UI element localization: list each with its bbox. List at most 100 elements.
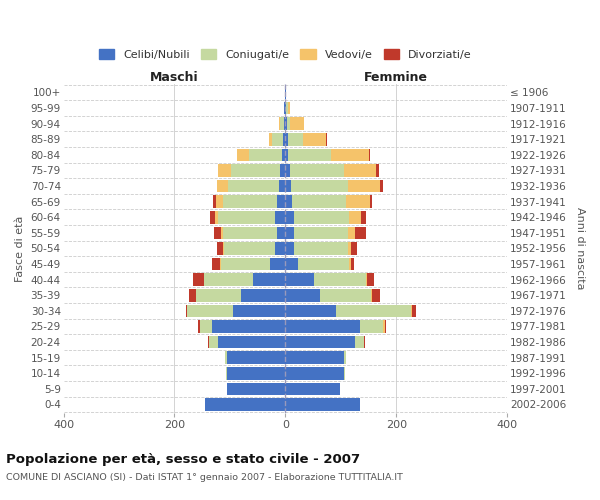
Bar [286,196,292,208]
Bar [360,320,383,332]
Bar [352,242,358,254]
Bar [286,336,355,348]
Bar [286,367,344,380]
Bar [287,118,290,130]
Bar [215,211,218,224]
Bar [383,320,385,332]
Bar [284,118,286,130]
Bar [351,258,354,270]
Y-axis label: Fasce di età: Fasce di età [15,216,25,282]
Bar [344,164,376,176]
Text: Maschi: Maschi [150,71,199,84]
Bar [221,226,223,239]
Bar [249,148,282,161]
Bar [286,164,290,176]
Bar [348,226,355,239]
Bar [282,148,286,161]
Bar [369,148,370,161]
Bar [236,148,249,161]
Bar [218,336,286,348]
Bar [348,180,380,192]
Bar [226,367,227,380]
Bar [241,289,286,302]
Bar [412,304,416,317]
Bar [226,352,227,364]
Text: COMUNE DI ASCIANO (SI) - Dati ISTAT 1° gennaio 2007 - Elaborazione TUTTITALIA.IT: COMUNE DI ASCIANO (SI) - Dati ISTAT 1° g… [6,472,403,482]
Bar [293,211,349,224]
Bar [286,289,320,302]
Bar [280,118,284,130]
Bar [355,336,364,348]
Bar [286,180,291,192]
Bar [411,304,412,317]
Y-axis label: Anni di nascita: Anni di nascita [575,207,585,290]
Bar [205,398,286,410]
Bar [326,133,327,145]
Bar [220,258,221,270]
Bar [275,211,286,224]
Bar [193,274,205,286]
Bar [286,352,344,364]
Bar [286,211,293,224]
Bar [337,304,411,317]
Bar [286,320,360,332]
Bar [348,242,352,254]
Bar [292,196,346,208]
Bar [290,118,304,130]
Bar [286,148,288,161]
Bar [286,382,340,395]
Bar [361,211,367,224]
Bar [277,226,286,239]
Bar [364,336,365,348]
Bar [287,102,290,115]
Bar [302,133,326,145]
Bar [286,242,293,254]
Bar [320,289,371,302]
Bar [286,226,293,239]
Bar [284,102,286,115]
Bar [344,367,345,380]
Bar [366,274,367,286]
Bar [293,242,348,254]
Bar [199,320,200,332]
Bar [213,196,216,208]
Bar [373,289,380,302]
Text: Femmine: Femmine [364,71,428,84]
Bar [214,226,221,239]
Bar [286,258,298,270]
Bar [288,148,331,161]
Bar [227,367,286,380]
Bar [277,196,286,208]
Bar [185,304,187,317]
Bar [216,196,223,208]
Bar [210,211,215,224]
Bar [212,258,220,270]
Bar [227,352,286,364]
Bar [380,180,383,192]
Bar [349,211,361,224]
Bar [212,320,286,332]
Bar [223,242,224,254]
Text: Popolazione per età, sesso e stato civile - 2007: Popolazione per età, sesso e stato civil… [6,452,360,466]
Bar [209,336,218,348]
Bar [344,352,346,364]
Bar [233,304,286,317]
Bar [223,226,277,239]
Bar [298,258,349,270]
Bar [227,180,279,192]
Bar [283,133,286,145]
Bar [231,164,280,176]
Bar [189,289,196,302]
Bar [355,226,366,239]
Bar [221,258,270,270]
Bar [376,164,379,176]
Bar [367,274,374,286]
Bar [286,304,337,317]
Bar [224,242,275,254]
Legend: Celibi/Nubili, Coniugati/e, Vedovi/e, Divorziati/e: Celibi/Nubili, Coniugati/e, Vedovi/e, Di… [94,45,476,64]
Bar [291,180,348,192]
Bar [370,196,373,208]
Bar [385,320,386,332]
Bar [286,118,287,130]
Bar [269,133,272,145]
